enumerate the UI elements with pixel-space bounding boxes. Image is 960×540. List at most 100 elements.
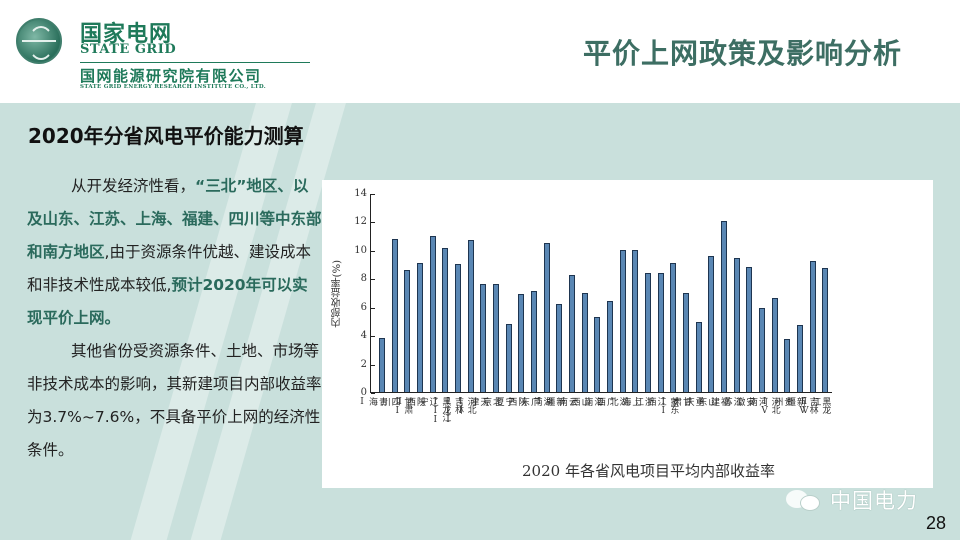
bar xyxy=(518,293,525,392)
bar xyxy=(429,235,436,392)
bar xyxy=(531,291,537,392)
x-tick-label: 吉林IV xyxy=(797,397,818,415)
bar xyxy=(784,339,791,392)
institute-name-en: STATE GRID ENERGY RESEARCH INSTITUTE CO.… xyxy=(80,84,266,90)
bar xyxy=(607,301,613,392)
bar xyxy=(556,303,563,392)
bar xyxy=(822,268,829,392)
bar xyxy=(581,292,588,392)
x-tick-label: 黑龙江III xyxy=(430,397,451,424)
bar xyxy=(809,261,816,392)
y-tick-label: 2 xyxy=(360,358,367,370)
irr-bar-chart: 内部收益率(%) 0 2 4 6 8 10 12 14 青海I 四川 甘肃II 陕西I 辽宁 黑龙江III… xyxy=(322,180,933,488)
y-tick-label: 0 xyxy=(360,387,367,398)
y-tick-mark xyxy=(371,279,375,281)
x-tick-label: 云南 xyxy=(557,397,577,405)
y-tick-label: 10 xyxy=(354,244,367,256)
x-tick-label: 重庆 xyxy=(683,397,704,405)
x-tick-label: 海南 xyxy=(582,397,603,405)
y-tick-label: 12 xyxy=(354,216,367,228)
x-tick-label: 陕西 xyxy=(506,397,527,405)
y-tick-mark xyxy=(371,364,375,366)
brand-divider xyxy=(80,62,310,63)
bar xyxy=(543,242,550,392)
x-tick-label: 福建 xyxy=(709,397,729,405)
bar xyxy=(379,338,385,392)
y-tick-mark xyxy=(371,250,375,252)
bar xyxy=(695,322,702,392)
x-tick-label: 河北IV xyxy=(759,397,780,415)
page-number: 28 xyxy=(925,513,946,533)
x-tick-label: 甘肃II xyxy=(392,397,413,415)
x-tick-label: 陕西I xyxy=(395,397,425,406)
x-tick-label: 蒙东II xyxy=(658,397,679,415)
body-p2: 其他省份受资源条件、土地、市场等非技术成本的影响，其新建项目内部收益率为3.7%… xyxy=(27,342,322,459)
bar xyxy=(493,283,499,392)
bar xyxy=(670,262,677,392)
y-tick-label: 6 xyxy=(360,301,367,313)
bar xyxy=(417,262,423,392)
bar xyxy=(797,325,803,392)
bar xyxy=(619,249,626,392)
bar xyxy=(391,238,398,392)
wechat-watermark: 中国电力 xyxy=(786,485,918,515)
x-tick-label: 安徽 xyxy=(734,397,755,405)
x-tick-label: 辽宁 xyxy=(417,397,438,405)
bar xyxy=(759,308,765,392)
body-p1-highlight-2: 预计2020年可以实现平价上网。 xyxy=(27,276,308,327)
y-tick-label: 14 xyxy=(354,188,367,199)
x-tick-label: 山西 xyxy=(569,397,590,405)
bar xyxy=(632,249,639,392)
y-tick-mark xyxy=(371,194,375,195)
x-tick-label: 黑龙江IV xyxy=(800,397,831,415)
bar xyxy=(404,269,411,392)
bar xyxy=(746,266,753,392)
section-title: 2020年分省风电平价能力测算 xyxy=(28,124,304,148)
bar xyxy=(733,258,740,392)
x-tick-label: 湖南 xyxy=(531,397,552,405)
body-p1-a: 从开发经济性看， xyxy=(71,177,196,195)
x-tick-label: 湖北 xyxy=(607,397,628,405)
x-tick-label: 四川 xyxy=(379,397,400,405)
x-tick-label: 河北II xyxy=(455,397,476,415)
chart-title: 2020 年各省风电项目平均内部收益率 xyxy=(522,462,775,480)
x-tick-label: 宁夏 xyxy=(493,397,514,405)
x-tick-label: 上海 xyxy=(620,397,641,405)
y-axis-label: 内部收益率(%) xyxy=(332,260,343,328)
watermark-text: 中国电力 xyxy=(830,489,918,513)
x-tick-label: 天津 xyxy=(468,397,489,405)
x-tick-label: 新疆I xyxy=(534,397,565,406)
bar xyxy=(683,292,689,392)
plot-area: 0 2 4 6 8 10 12 14 青海I 四川 甘肃II 陕西I 辽宁 黑龙江III 吉林III 河北II… xyxy=(354,189,832,424)
x-tick-label: 新疆 xyxy=(785,397,805,405)
x-tick-label: 贵州 xyxy=(772,397,793,405)
institute-name-cn: 国网能源研究院有限公司 xyxy=(80,67,262,85)
bar xyxy=(721,221,727,392)
body-p1-highlight-1: “三北”地区、以及山东、江苏、上海、福建、四川等中东部和南方地区 xyxy=(27,177,322,261)
brand-name-en: STATE GRID xyxy=(80,42,177,57)
brand-name-cn: 国家电网 xyxy=(80,22,173,47)
x-tick-label: 浙江 xyxy=(633,397,653,405)
bar xyxy=(771,298,778,392)
x-tick-label: 江西 xyxy=(645,397,666,405)
page-title: 平价上网政策及影响分析 xyxy=(582,37,902,70)
bar xyxy=(645,272,651,392)
y-tick-mark xyxy=(371,307,375,309)
state-grid-globe-icon xyxy=(16,18,62,64)
x-tick-label: 广西 xyxy=(595,397,615,405)
bar xyxy=(467,239,474,392)
y-tick-label: 8 xyxy=(360,273,367,285)
y-tick-mark xyxy=(371,393,375,394)
x-tick-label: 广东 xyxy=(519,397,539,405)
wechat-icon xyxy=(786,488,824,512)
x-tick-label: 吉林III xyxy=(443,397,463,424)
x-tick-label: 青海I xyxy=(357,397,387,406)
bar xyxy=(594,316,601,392)
bar xyxy=(455,264,461,392)
y-tick-mark xyxy=(371,222,375,224)
x-tick-label: 河南 xyxy=(747,397,767,405)
header: 国家电网 STATE GRID 国网能源研究院有限公司 STATE GRID E… xyxy=(0,0,960,103)
bar xyxy=(442,248,449,392)
body-p1-b: ,由于资源条件优越、建设成本和非技术性成本较低, xyxy=(27,243,311,294)
bar xyxy=(657,272,664,392)
